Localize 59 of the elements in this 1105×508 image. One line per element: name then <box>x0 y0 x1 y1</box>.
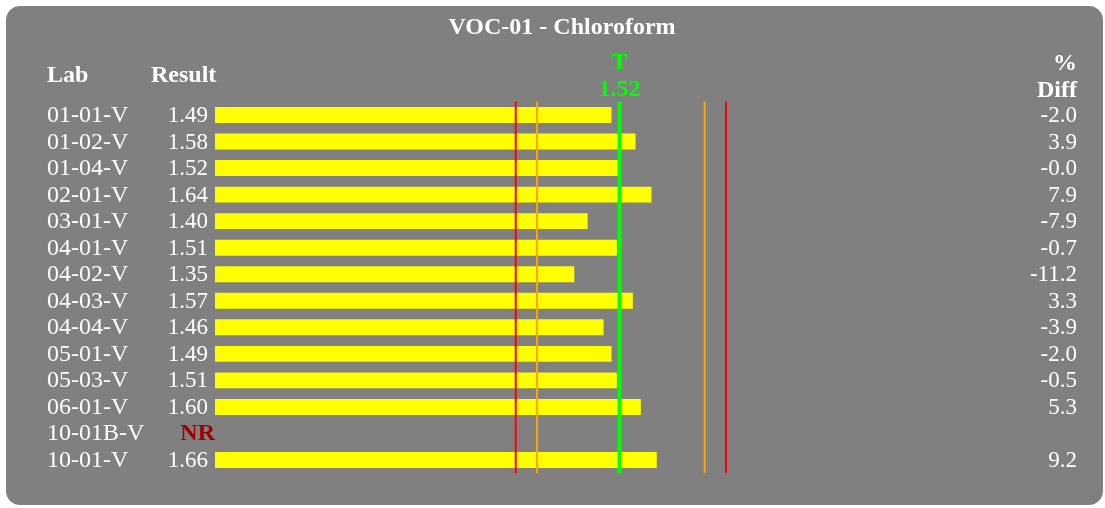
chart-title: VOC-01 - Chloroform <box>448 13 676 39</box>
text: NR <box>180 419 215 446</box>
y-tick-label: 04-04-V <box>47 313 129 340</box>
y-tick-label: 01-01-V <box>47 100 129 127</box>
text: -11.2 <box>1029 261 1077 287</box>
y-tick-label: 05-03-V <box>47 366 129 393</box>
y-tick-label: 06-01-V <box>47 392 129 419</box>
data-label: 1.46 <box>167 314 208 340</box>
data-label: 1.66 <box>167 447 208 473</box>
y-tick-label: 01-04-V <box>47 154 129 181</box>
data-label: 1.49 <box>167 101 208 127</box>
text: -0.7 <box>1040 234 1077 260</box>
text: 7.9 <box>1048 181 1077 207</box>
text: -0.5 <box>1040 367 1077 393</box>
y-tick-label: 04-01-V <box>47 233 129 260</box>
bar <box>215 160 620 177</box>
text: 3.3 <box>1048 287 1077 313</box>
data-label: 1.57 <box>167 287 208 313</box>
text: 9.2 <box>1048 447 1077 473</box>
data-label: 1.52 <box>167 155 208 181</box>
data-label: 1.51 <box>167 234 208 260</box>
bar <box>215 292 633 309</box>
bar <box>215 372 617 389</box>
text: -7.9 <box>1040 208 1077 234</box>
data-label: 1.64 <box>167 181 209 207</box>
x-axis-title: Result <box>151 61 217 87</box>
bar <box>215 452 657 468</box>
y-tick-label: 02-01-V <box>47 180 129 207</box>
bar <box>215 398 641 415</box>
y-tick-label: 10-01-V <box>47 446 129 473</box>
text: % Diff <box>1037 49 1079 102</box>
y-tick-label: 03-01-V <box>47 207 129 234</box>
text: 3.9 <box>1048 128 1077 154</box>
bar <box>215 186 652 203</box>
text: -2.0 <box>1040 340 1077 366</box>
data-label: 1.40 <box>167 208 208 234</box>
y-axis-title: Lab <box>47 61 89 87</box>
text: -2.0 <box>1040 101 1077 127</box>
y-tick-label: 04-03-V <box>47 286 129 313</box>
bar <box>215 133 636 150</box>
y-tick-label: 10-01B-V <box>47 419 145 446</box>
y-tick-label: 05-01-V <box>47 339 129 366</box>
data-label: 1.51 <box>167 367 208 393</box>
data-label: 1.58 <box>167 128 208 154</box>
bar <box>215 213 588 230</box>
bar <box>215 107 612 123</box>
bar <box>215 345 612 362</box>
y-tick-label: 04-02-V <box>47 260 129 287</box>
bar <box>215 319 604 336</box>
data-label: 1.35 <box>167 261 208 287</box>
text: 5.3 <box>1048 393 1077 419</box>
text: -0.0 <box>1040 155 1077 181</box>
text: -3.9 <box>1040 314 1077 340</box>
ref-line-label: T 1.52 <box>598 48 641 101</box>
bar <box>215 266 575 283</box>
data-label: 1.60 <box>167 393 208 419</box>
y-tick-label: 01-02-V <box>47 127 129 154</box>
data-label: 1.49 <box>167 340 208 366</box>
bar <box>215 239 617 256</box>
